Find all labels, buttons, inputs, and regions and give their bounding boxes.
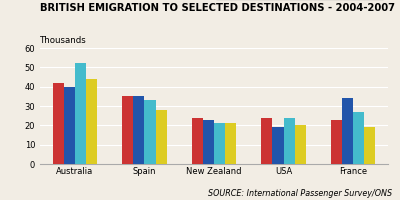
Text: Thousands: Thousands	[40, 36, 87, 45]
Bar	[261, 118, 272, 164]
Bar	[122, 96, 133, 164]
Bar	[214, 123, 225, 164]
Bar	[192, 118, 203, 164]
Bar	[75, 63, 86, 164]
Bar	[203, 120, 214, 164]
Text: SOURCE: International Passenger Survey/ONS: SOURCE: International Passenger Survey/O…	[208, 189, 392, 198]
Bar	[342, 98, 353, 164]
Bar	[364, 127, 376, 164]
Bar	[52, 83, 64, 164]
Bar	[272, 127, 284, 164]
Bar	[353, 112, 364, 164]
Bar	[144, 100, 156, 164]
Bar	[284, 118, 295, 164]
Bar	[331, 120, 342, 164]
Bar	[86, 79, 97, 164]
Bar	[225, 123, 236, 164]
Bar	[156, 110, 167, 164]
Bar	[64, 87, 75, 164]
Bar	[133, 96, 144, 164]
Text: BRITISH EMIGRATION TO SELECTED DESTINATIONS - 2004-2007: BRITISH EMIGRATION TO SELECTED DESTINATI…	[40, 3, 395, 13]
Bar	[295, 125, 306, 164]
